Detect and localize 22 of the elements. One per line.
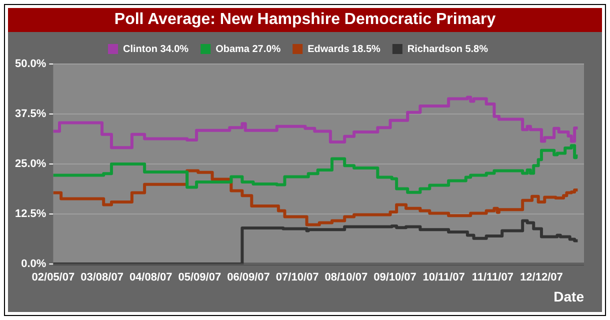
x-tick-label: 05/09/07 [178,272,222,284]
x-tick-label: 12/12/07 [520,272,563,284]
x-tick-label: 11/11/07 [472,272,514,284]
x-tick-label: 06/09/07 [227,272,270,284]
y-tick-label: 12.5% [14,208,46,220]
x-tick-label: 08/10/07 [324,272,368,284]
legend-label: Obama 27.0% [216,44,281,55]
x-tick-label: 09/10/07 [374,272,416,284]
x-tick-label: 03/08/07 [80,272,124,284]
legend-label: Clinton 34.0% [123,44,189,55]
x-axis-title: Date [554,288,584,304]
x-tick-label: 07/10/07 [276,272,319,284]
y-tick-label: 37.5% [14,108,46,120]
x-tick-label: 04/08/07 [129,272,172,284]
legend-label: Edwards 18.5% [308,44,381,55]
y-tick-label: 0.0% [21,258,46,270]
chart-title: Poll Average: New Hampshire Democratic Primary [8,8,602,32]
x-tick-label: 02/05/07 [32,272,75,284]
x-tick-label: 10/11/07 [422,272,465,284]
y-tick-label: 25.0% [14,158,46,170]
legend-label: Richardson 5.8% [407,44,488,55]
y-tick-label: 50.0% [14,58,46,70]
